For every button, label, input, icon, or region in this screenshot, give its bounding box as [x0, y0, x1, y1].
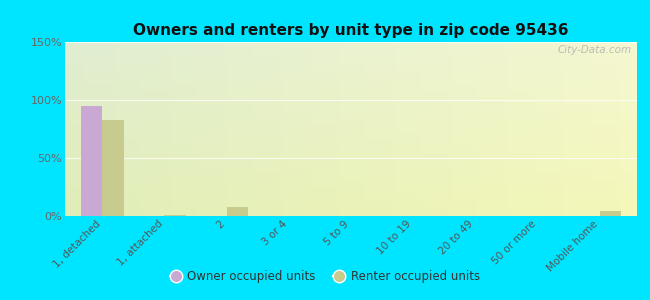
Bar — [600, 212, 621, 216]
Text: City-Data.com: City-Data.com — [557, 46, 631, 56]
Bar — [164, 215, 187, 216]
Bar — [81, 106, 102, 216]
Legend: Owner occupied units, Renter occupied units: Owner occupied units, Renter occupied un… — [165, 266, 485, 288]
Bar — [227, 207, 248, 216]
Title: Owners and renters by unit type in zip code 95436: Owners and renters by unit type in zip c… — [133, 23, 569, 38]
Bar — [102, 120, 124, 216]
